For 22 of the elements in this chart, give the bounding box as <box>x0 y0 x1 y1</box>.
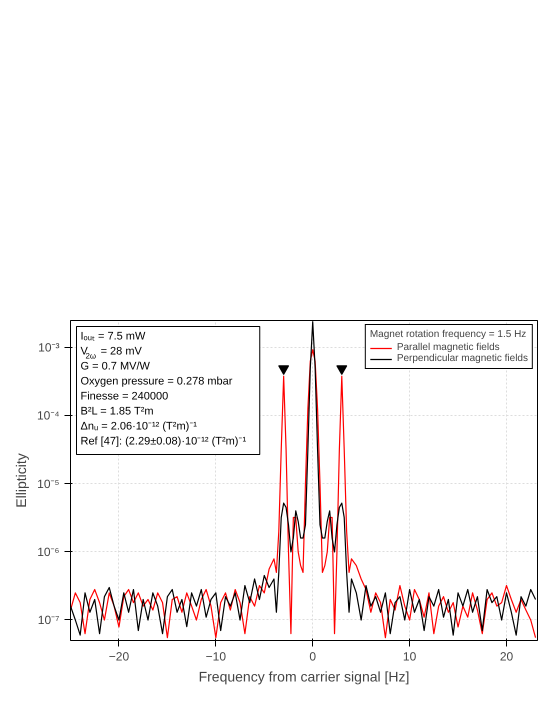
legend-title: Magnet rotation frequency = 1.5 Hz <box>370 329 528 340</box>
annotation: G = 0.7 MV/W <box>80 360 150 372</box>
annotation: Finesse = 240000 <box>80 390 168 402</box>
y-tick-label: 10⁻⁴ <box>36 408 60 423</box>
x-axis-title: Frequency from carrier signal [Hz] <box>198 668 410 684</box>
annotation: Oxygen pressure = 0.278 mbar <box>80 376 233 388</box>
y-tick-label: 10⁻⁶ <box>37 544 60 559</box>
x-tick-label: 10 <box>402 650 417 664</box>
x-tick-label: 20 <box>500 650 514 664</box>
y-tick-label: 10⁻⁷ <box>38 613 60 627</box>
y-tick-label: 10⁻³ <box>38 340 60 355</box>
y-axis-title: Ellipticity <box>12 453 29 508</box>
annotation: Ref [47]: (2.29±0.08)·10⁻¹² (T²m)⁻¹ <box>80 436 246 448</box>
x-tick-label: 0 <box>309 650 316 664</box>
x-tick-label: −20 <box>108 650 130 664</box>
y-tick-label: 10⁻⁵ <box>37 476 60 491</box>
annotation: Iₒᵤₜ = 7.5 mW <box>80 330 146 342</box>
legend-label: Parallel magnetic fields <box>396 342 500 353</box>
annotation: Δnᵤ = 2.06·10⁻¹² (T²m)⁻¹ <box>80 420 198 432</box>
x-tick-label: −10 <box>206 650 226 664</box>
annotation: B²L = 1.85 T²m <box>80 406 154 418</box>
legend-label: Perpendicular magnetic fields <box>396 353 528 364</box>
